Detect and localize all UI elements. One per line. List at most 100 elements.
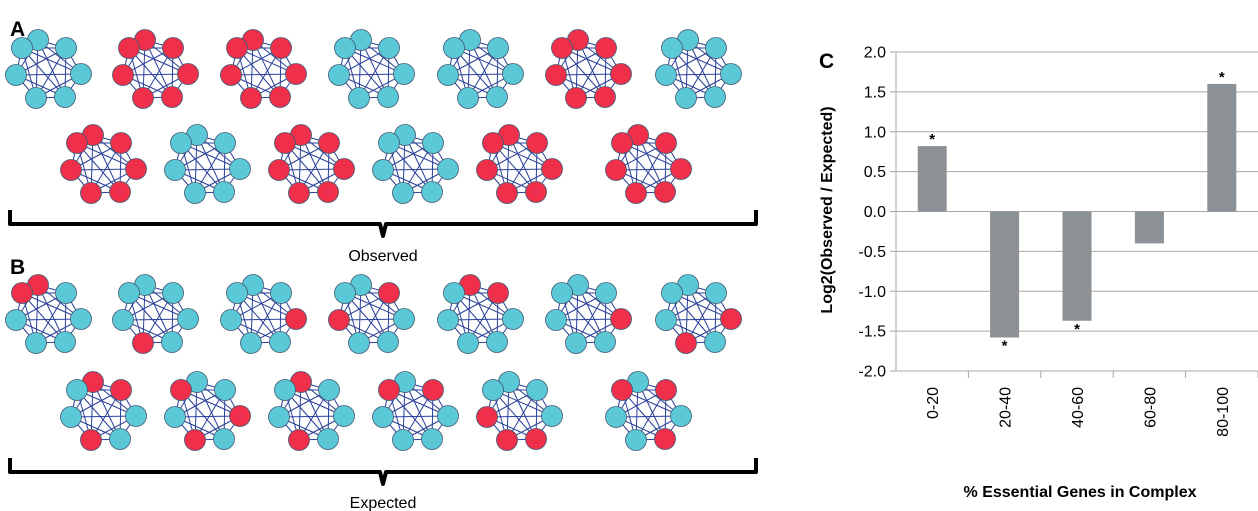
essential-node xyxy=(184,429,206,451)
nonessential-node xyxy=(60,406,82,428)
x-axis-title: % Essential Genes in Complex xyxy=(964,484,1197,501)
nonessential-node xyxy=(502,63,524,85)
x-tick-label: 60-80 xyxy=(1142,387,1159,428)
nonessential-node xyxy=(675,87,697,109)
nonessential-node xyxy=(25,332,47,354)
nonessential-node xyxy=(170,132,192,154)
observed-networks xyxy=(5,29,742,204)
significance-marker: * xyxy=(929,131,935,148)
nonessential-node xyxy=(392,429,414,451)
nonessential-node xyxy=(55,37,77,59)
essential-node xyxy=(611,379,633,401)
essential-node xyxy=(496,429,518,451)
significance-markers: * * * * xyxy=(929,69,1225,355)
x-tick-label: 0-20 xyxy=(925,387,942,419)
nonessential-node xyxy=(270,282,292,304)
nonessential-node xyxy=(164,406,186,428)
bar-20-40 xyxy=(990,211,1020,338)
y-tick-label: 0.5 xyxy=(864,164,886,181)
essential-node xyxy=(132,87,154,109)
nonessential-node xyxy=(421,428,443,450)
essential-node xyxy=(670,158,692,180)
nonessential-node xyxy=(55,282,77,304)
nonessential-node xyxy=(348,332,370,354)
essential-node xyxy=(610,308,632,330)
nonessential-node xyxy=(393,308,415,330)
nonessential-node xyxy=(437,64,459,86)
essential-node xyxy=(605,159,627,181)
essential-node xyxy=(541,158,563,180)
network-complex xyxy=(220,29,307,109)
essential-node xyxy=(545,64,567,86)
essential-node xyxy=(161,86,183,108)
essential-node xyxy=(655,132,677,154)
nonessential-node xyxy=(177,308,199,330)
essential-node xyxy=(378,379,400,401)
network-complex xyxy=(112,274,199,354)
y-tick-label: 1.5 xyxy=(864,84,886,101)
nonessential-node xyxy=(213,428,235,450)
nonessential-node xyxy=(437,309,459,331)
bar-60-80 xyxy=(1134,211,1164,244)
essential-node xyxy=(476,159,498,181)
essential-node xyxy=(110,379,132,401)
observed-caption: Observed xyxy=(348,248,417,265)
nonessential-node xyxy=(661,37,683,59)
y-tick-label: -1.0 xyxy=(858,284,886,301)
nonessential-node xyxy=(5,64,27,86)
essential-node xyxy=(274,132,296,154)
nonessential-node xyxy=(5,309,27,331)
essential-node xyxy=(610,63,632,85)
nonessential-node xyxy=(333,405,355,427)
nonessential-node xyxy=(605,406,627,428)
essential-node xyxy=(565,87,587,109)
significance-marker: * xyxy=(1074,321,1080,338)
network-complex xyxy=(437,29,524,109)
essential-node xyxy=(80,429,102,451)
essential-node xyxy=(655,379,677,401)
essential-node xyxy=(285,63,307,85)
network-complex xyxy=(545,29,632,109)
network-complex xyxy=(476,371,563,451)
essential-node xyxy=(162,37,184,59)
nonessential-node xyxy=(482,379,504,401)
nonessential-node xyxy=(11,37,33,59)
x-tick-label: 20-40 xyxy=(998,387,1015,428)
network-complex xyxy=(5,29,92,109)
nonessential-node xyxy=(545,309,567,331)
expected-bracket xyxy=(8,458,758,486)
nonessential-node xyxy=(334,37,356,59)
nonessential-node xyxy=(705,37,727,59)
nonessential-node xyxy=(565,332,587,354)
nonessential-node xyxy=(393,63,415,85)
essential-node xyxy=(675,332,697,354)
nonessential-node xyxy=(594,331,616,353)
y-tick-label: 2.0 xyxy=(864,45,886,62)
nonessential-node xyxy=(704,331,726,353)
essential-node xyxy=(288,182,310,204)
essential-node xyxy=(66,132,88,154)
essential-node xyxy=(110,132,132,154)
network-complex xyxy=(372,124,459,204)
essential-node xyxy=(476,406,498,428)
essential-node xyxy=(288,429,310,451)
nonessential-node xyxy=(486,331,508,353)
nonessential-node xyxy=(670,405,692,427)
nonessential-node xyxy=(70,63,92,85)
network-complex xyxy=(328,274,415,354)
x-tick-labels: 0-20 20-40 40-60 60-80 80-100 xyxy=(925,387,1232,437)
essential-node xyxy=(526,132,548,154)
essential-node xyxy=(109,181,131,203)
nonessential-node xyxy=(704,86,726,108)
network-complex xyxy=(605,124,692,204)
nonessential-node xyxy=(457,332,479,354)
essential-node xyxy=(482,132,504,154)
essential-node xyxy=(594,86,616,108)
network-complex xyxy=(164,371,251,451)
nonessential-node xyxy=(54,331,76,353)
panel-letter-c: C xyxy=(819,50,834,73)
nonessential-node xyxy=(443,282,465,304)
nonessential-node xyxy=(377,86,399,108)
essential-node xyxy=(422,379,444,401)
essential-node xyxy=(611,132,633,154)
